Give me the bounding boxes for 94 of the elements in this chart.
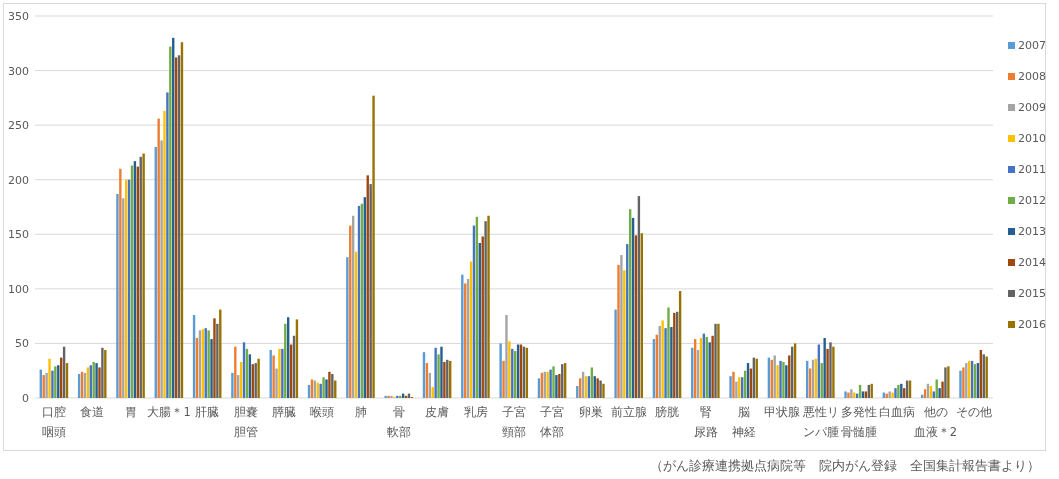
- bar: [502, 360, 505, 398]
- bar: [505, 315, 508, 398]
- x-tick-label: 膀胱: [655, 405, 680, 419]
- bar: [116, 193, 119, 398]
- legend-label: 2014: [1018, 256, 1046, 269]
- legend-label: 2016: [1018, 318, 1046, 331]
- x-tick-label: 白血病: [879, 405, 916, 419]
- bar: [832, 346, 835, 398]
- x-tick-label: 子宮体部: [540, 405, 565, 439]
- legend-label: 2011: [1018, 163, 1046, 176]
- x-tick-label: 喉頭: [310, 405, 335, 419]
- bar: [461, 274, 464, 398]
- bar: [823, 337, 826, 398]
- x-tick-label: 膵臓: [272, 405, 297, 419]
- bar: [169, 46, 172, 398]
- bar: [735, 381, 738, 398]
- bar: [272, 355, 275, 398]
- x-tick-label: その他: [955, 405, 992, 419]
- bar: [826, 348, 829, 398]
- bar: [729, 376, 732, 398]
- bar: [623, 270, 626, 398]
- x-tick-label: 前立腺: [610, 405, 647, 419]
- bar: [48, 358, 51, 398]
- legend-label: 2009: [1018, 101, 1046, 114]
- bar: [499, 343, 502, 398]
- legend-label: 2010: [1018, 132, 1046, 145]
- bar: [667, 307, 670, 398]
- x-tick-label: 卵巣: [578, 405, 603, 419]
- bar: [231, 372, 234, 398]
- y-tick-label: 300: [8, 64, 29, 78]
- bar: [484, 221, 487, 398]
- bar: [776, 365, 779, 398]
- bar: [437, 354, 440, 398]
- bar: [620, 255, 623, 398]
- bar: [275, 368, 278, 398]
- bar: [216, 323, 219, 398]
- bar: [508, 341, 511, 398]
- bar: [160, 140, 163, 398]
- bar: [670, 327, 673, 398]
- bar: [157, 118, 160, 398]
- bar: [894, 388, 897, 398]
- x-tick-label: 肝臓: [195, 405, 220, 419]
- bar: [257, 358, 260, 398]
- bar: [166, 92, 169, 398]
- y-tick-label: 100: [8, 282, 29, 296]
- bar: [614, 309, 617, 398]
- x-tick-label: 骨軟部: [387, 405, 412, 439]
- y-tick-label: 250: [8, 119, 29, 133]
- bar: [163, 110, 166, 398]
- x-tick-label: 乳房: [463, 405, 488, 419]
- legend-label: 2012: [1018, 194, 1046, 207]
- bar: [210, 339, 213, 398]
- x-tick-label: 皮膚: [425, 405, 450, 419]
- bar: [372, 95, 375, 398]
- x-tick-label: 腎尿路: [693, 405, 718, 439]
- bar: [711, 335, 714, 398]
- text: （がん診療連携拠点病院等 院内がん登録 全国集計報告書より）: [650, 458, 1040, 473]
- x-tick-label: 肺: [354, 405, 367, 419]
- bar: [732, 371, 735, 398]
- y-tick-label: 0: [22, 392, 29, 405]
- bar: [829, 342, 832, 398]
- x-tick-label: 胆嚢胆管: [233, 405, 258, 439]
- legend-label: 2015: [1018, 287, 1046, 300]
- legend-label: 2007: [1018, 39, 1046, 52]
- bar: [98, 367, 101, 398]
- x-tick-label: 食道: [80, 405, 105, 419]
- bar: [938, 388, 941, 398]
- x-tick-label: 他の血液＊2: [913, 405, 958, 439]
- x-tick-label: 脳神経: [731, 405, 756, 439]
- bar: [346, 257, 349, 398]
- x-tick-label: 大腸＊1: [147, 405, 191, 419]
- bar: [119, 168, 122, 398]
- bar: [440, 346, 443, 398]
- x-tick-label: 多発性骨髄腫: [840, 405, 877, 439]
- y-tick-label: 350: [8, 10, 29, 23]
- bar: [51, 370, 54, 398]
- x-tick-label: 悪性リンパ腫: [801, 405, 839, 439]
- y-tick-label: 50: [15, 337, 29, 351]
- bar: [434, 347, 437, 398]
- x-tick-label: 胃: [124, 405, 137, 419]
- bar: [617, 264, 620, 398]
- bar: [487, 215, 490, 398]
- x-tick-label: 子宮頸部: [502, 405, 526, 439]
- bar: [661, 320, 664, 398]
- x-tick-label: 口腔咽頭: [42, 405, 67, 439]
- legend-label: 2008: [1018, 70, 1046, 83]
- x-tick-label: 甲状腺: [764, 405, 801, 419]
- bar: [369, 184, 372, 398]
- bar: [213, 318, 216, 398]
- y-tick-label: 150: [8, 228, 29, 242]
- y-tick-label: 200: [8, 173, 29, 187]
- legend-label: 2013: [1018, 225, 1046, 238]
- bar: [664, 328, 667, 398]
- bar: [941, 381, 944, 398]
